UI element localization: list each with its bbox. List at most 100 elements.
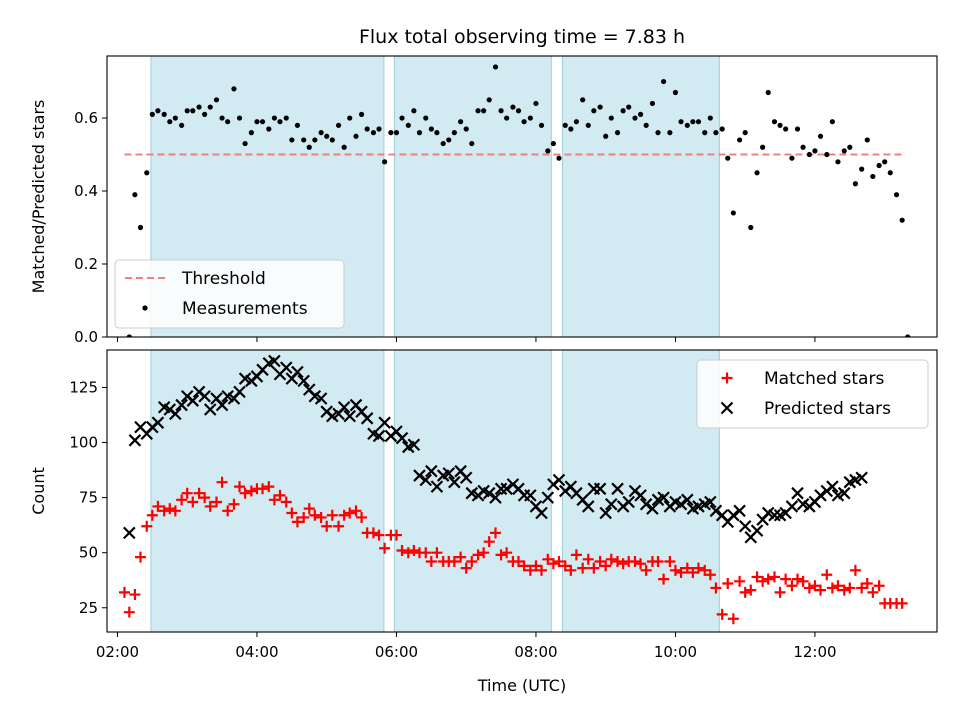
data-marker [448,556,460,567]
data-marker [460,562,472,574]
y-tick-label: 75 [79,489,98,507]
x-tick-label: 04:00 [235,643,278,661]
data-marker [228,498,240,510]
data-marker [286,507,298,519]
data-point [312,137,318,143]
data-point [376,126,382,132]
data-marker [274,489,286,501]
data-point [137,224,144,231]
data-point [632,115,638,121]
data-point [428,126,434,132]
data-marker [495,549,507,561]
data-marker [541,491,555,504]
data-point [713,130,719,136]
data-marker [280,496,292,508]
data-point [190,108,196,114]
data-point [353,133,359,139]
data-marker [734,575,746,587]
data-marker [390,529,402,541]
data-point [655,130,661,136]
data-point [434,130,440,136]
observing-interval-shade [561,349,720,633]
data-marker [419,473,433,487]
data-marker [413,469,426,482]
data-point [719,126,725,132]
data-marker [593,482,607,496]
data-marker [681,493,694,507]
data-marker [582,553,594,565]
data-marker [118,586,130,598]
data-marker [151,416,165,429]
data-marker [639,497,653,511]
data-marker [826,582,838,594]
data-marker [233,385,246,399]
y-tick-label: 0.6 [74,109,98,127]
data-marker [234,481,246,493]
data-point [202,111,208,117]
data-marker [245,485,257,497]
data-point [294,122,301,128]
data-marker [581,500,595,513]
data-point [510,104,516,110]
legend: Threshold Measurements [114,259,345,329]
data-marker [681,562,693,574]
data-point [864,137,870,143]
data-marker [709,504,723,518]
y-tick-label: 100 [69,434,98,452]
data-marker [472,549,484,561]
data-marker [559,560,571,572]
data-point [498,108,504,114]
data-marker [128,434,142,447]
data-point [777,122,783,128]
y-tick-label: 125 [69,378,98,396]
data-marker [640,564,652,576]
data-point [207,104,213,110]
data-point [580,97,586,103]
data-point [248,130,254,136]
chart-title: Flux total observing time = 7.83 h [359,26,685,48]
data-point [132,192,138,198]
data-point [614,130,621,136]
data-marker [169,407,182,421]
data-marker [186,394,200,407]
data-point [155,108,161,114]
data-marker [333,520,345,532]
data-marker [501,547,513,559]
data-point [504,115,510,121]
data-marker [792,573,804,585]
data-point [161,111,167,117]
data-marker [344,507,356,519]
data-marker [350,505,362,517]
data-marker [181,487,193,499]
data-point [603,133,609,139]
data-marker [198,389,211,403]
data-marker [239,487,251,499]
data-point [672,89,679,96]
data-point [725,155,731,161]
axes-frame [106,55,938,338]
observing-interval-shade [393,55,552,338]
data-point [591,108,597,114]
data-point [277,119,283,125]
legend-swatch-marker [142,305,148,311]
data-marker [797,575,809,587]
data-marker [588,562,600,574]
data-marker [733,504,746,518]
data-point [835,159,841,165]
data-point [620,108,626,114]
data-point [859,166,865,172]
data-point [794,126,801,132]
data-marker [448,475,461,489]
data-point [556,155,562,161]
legend-label: Predicted stars [764,399,891,419]
data-point [381,159,388,165]
data-point [538,122,545,128]
data-marker [785,500,799,513]
data-marker [343,409,357,423]
data-point [771,119,778,125]
data-marker [146,509,158,521]
data-point [695,119,702,125]
data-point [271,115,277,121]
data-marker [652,556,664,567]
data-marker [303,503,315,515]
